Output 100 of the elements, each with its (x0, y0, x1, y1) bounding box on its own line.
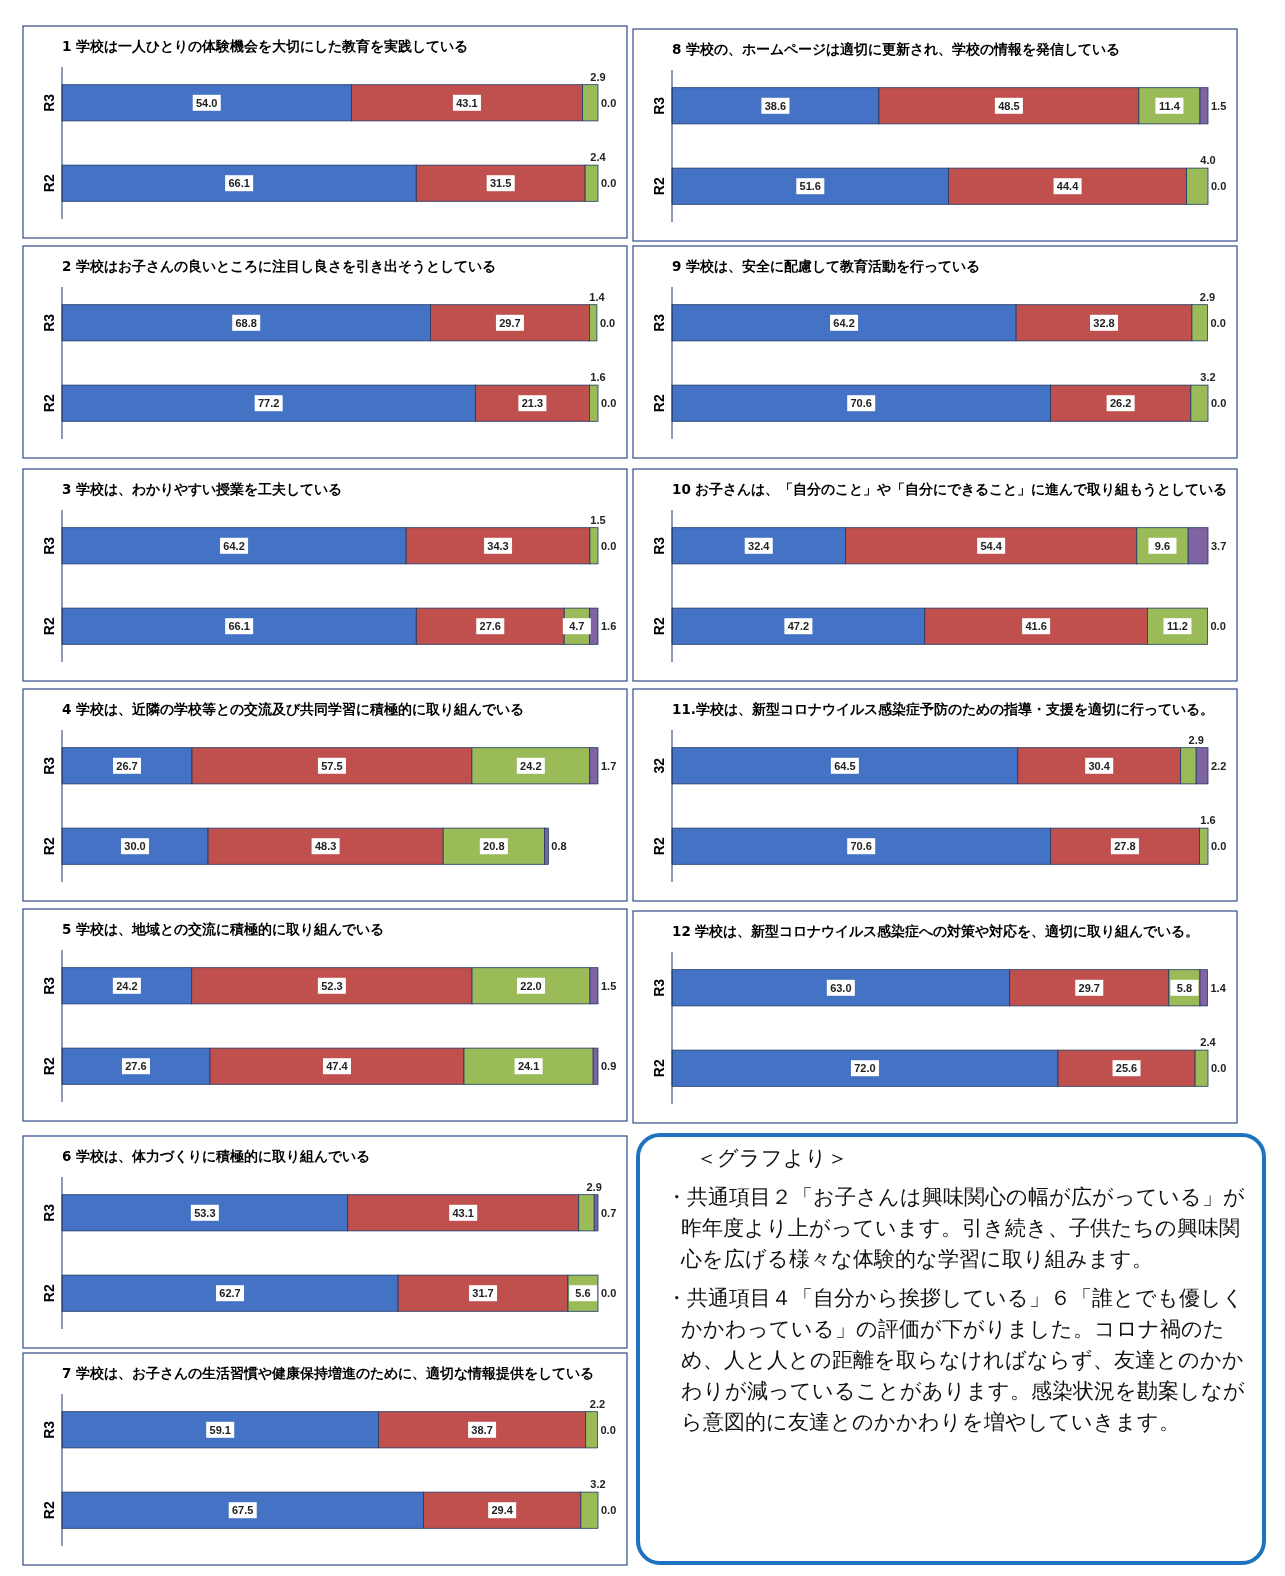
data-label: 11.4 (1159, 99, 1181, 112)
data-label: 53.3 (194, 1206, 216, 1219)
data-label: 2.9 (1188, 733, 1204, 746)
data-label: 77.2 (257, 397, 280, 410)
data-label: 4.7 (569, 620, 585, 633)
y-tick-label: R2 (651, 177, 667, 196)
chart-title: 10 お子さんは、「自分のこと」や「自分にできること」に進んで取り組もうとしている (672, 481, 1228, 497)
data-label: 2.4 (590, 151, 607, 164)
y-tick-label: R3 (41, 536, 57, 555)
data-label: 3.2 (1200, 371, 1216, 384)
data-label: 9.6 (1154, 539, 1171, 552)
y-tick-label: R2 (651, 837, 667, 856)
data-label: 22.0 (520, 979, 542, 992)
y-tick-label: R3 (41, 1203, 57, 1222)
text: ＜グラフより＞ (695, 1145, 849, 1172)
data-label: 0.0 (601, 1287, 617, 1300)
data-label: 24.1 (517, 1060, 540, 1073)
data-label: 68.8 (235, 316, 257, 329)
data-label: 24.2 (520, 759, 542, 772)
data-label: 64.2 (833, 316, 855, 329)
data-label: 72.0 (854, 1062, 876, 1075)
text: ・共通項目２「お子さんは興味関心の幅が広がっている」が昨年度より上がっています。引き続き、子供たちの興味関心を広げる様々な体験的な学習に取り組みます。 (666, 1184, 1246, 1273)
data-label: 0.0 (599, 316, 616, 329)
data-label: 47.4 (326, 1060, 349, 1073)
data-label: 47.2 (787, 620, 810, 633)
data-label: 2.4 (1200, 1036, 1217, 1049)
data-label: 0.0 (1211, 397, 1227, 410)
data-label: 1.5 (590, 513, 606, 526)
chart-title: 9 学校は、安全に配慮して教育活動を行っている (672, 258, 981, 274)
data-label: 70.6 (850, 397, 872, 410)
chart-title: 1 学校は一人ひとりの体験機会を大切にした教育を実践している (62, 38, 469, 54)
data-label: 4.0 (1200, 154, 1216, 167)
data-label: 0.0 (601, 96, 617, 109)
y-tick-label: R3 (41, 313, 57, 332)
chart-title: 12 学校は、新型コロナウイルス感染症への対策や対応を、適切に取り組んでいる。 (672, 923, 1200, 939)
data-label: 30.4 (1088, 759, 1111, 772)
data-label: 64.2 (223, 539, 245, 552)
data-label: 5.8 (1176, 981, 1193, 994)
data-label: 38.7 (471, 1423, 493, 1436)
y-tick-label: R3 (41, 1420, 57, 1439)
chart-title: 8 学校の、ホームページは適切に更新され、学校の情報を発信している (672, 41, 1121, 57)
y-tick-label: R3 (41, 93, 57, 112)
y-tick-label: R2 (651, 1059, 667, 1078)
data-label: 3.2 (590, 1478, 606, 1491)
data-label: 27.6 (125, 1060, 147, 1073)
data-label: 2.9 (590, 70, 606, 83)
data-label: 1.7 (601, 759, 617, 772)
data-label: 5.6 (575, 1287, 591, 1300)
data-label: 21.3 (521, 397, 544, 410)
data-label: 0.0 (1211, 840, 1227, 853)
y-tick-label: R3 (651, 536, 667, 555)
data-label: 2.9 (586, 1180, 602, 1193)
chart-title: 4 学校は、近隣の学校等との交流及び共同学習に積極的に取り組んでいる (62, 701, 525, 717)
data-label: 41.6 (1025, 620, 1047, 633)
data-label: 20.8 (483, 840, 505, 853)
y-tick-label: R2 (41, 174, 57, 193)
chart-title: 7 学校は、お子さんの生活習慣や健康保持増進のために、適切な情報提供をしている (62, 1365, 595, 1381)
data-label: 0.0 (601, 539, 617, 552)
data-label: 64.5 (834, 759, 856, 772)
data-label: 1.6 (590, 371, 606, 384)
y-tick-label: R3 (651, 978, 667, 997)
data-label: 48.5 (998, 99, 1020, 112)
data-label: 0.0 (601, 177, 617, 190)
data-label: 1.4 (589, 290, 606, 303)
y-tick-label: R2 (41, 394, 57, 413)
y-tick-label: R2 (41, 1057, 57, 1076)
data-label: 31.5 (490, 177, 512, 190)
data-label: 1.4 (1210, 981, 1227, 994)
data-label: 0.8 (551, 840, 567, 853)
data-label: 0.7 (601, 1206, 617, 1219)
y-tick-label: R2 (41, 617, 57, 636)
data-label: 66.1 (228, 620, 250, 633)
data-label: 1.5 (601, 979, 617, 992)
data-label: 0.0 (601, 1504, 617, 1517)
data-label: 51.6 (799, 180, 821, 193)
data-label: 27.6 (479, 620, 501, 633)
data-label: 43.1 (456, 96, 478, 109)
data-label: 0.0 (1210, 316, 1226, 329)
y-tick-label: 32 (651, 757, 667, 774)
data-label: 1.5 (1211, 99, 1227, 112)
chart-title: 3 学校は、わかりやすい授業を工夫している (62, 481, 343, 497)
data-label: 32.8 (1093, 316, 1115, 329)
data-label: 31.7 (472, 1287, 494, 1300)
data-label: 52.3 (321, 979, 343, 992)
data-label: 0.0 (600, 1423, 616, 1436)
data-label: 0.9 (601, 1060, 617, 1073)
data-label: 0.0 (1211, 1062, 1227, 1075)
y-tick-label: R2 (41, 837, 57, 856)
y-tick-label: R2 (41, 1501, 57, 1520)
data-label: 29.4 (491, 1504, 514, 1517)
data-label: 25.6 (1115, 1062, 1138, 1075)
data-label: 30.0 (124, 840, 146, 853)
data-label: 0.0 (1211, 180, 1227, 193)
data-label: 59.1 (209, 1423, 231, 1436)
data-label: 2.2 (589, 1397, 606, 1410)
text: ・共通項目４「自分から挨拶している」６「誰とでも優しくかかわっている」の評価が下がりました。コロナ禍のため、人と人との距離を取らなければならず、友達とのかかわりが減っていることがあります。感染状況を勘案しながら意図的に友達とのかかわりを増やしていきます。 (666, 1285, 1246, 1436)
chart-title: 11.学校は、新型コロナウイルス感染症予防のための指導・支援を適切に行っている。 (672, 701, 1214, 717)
y-tick-label: R2 (651, 617, 667, 636)
data-label: 57.5 (321, 759, 343, 772)
data-label: 1.6 (601, 620, 617, 633)
